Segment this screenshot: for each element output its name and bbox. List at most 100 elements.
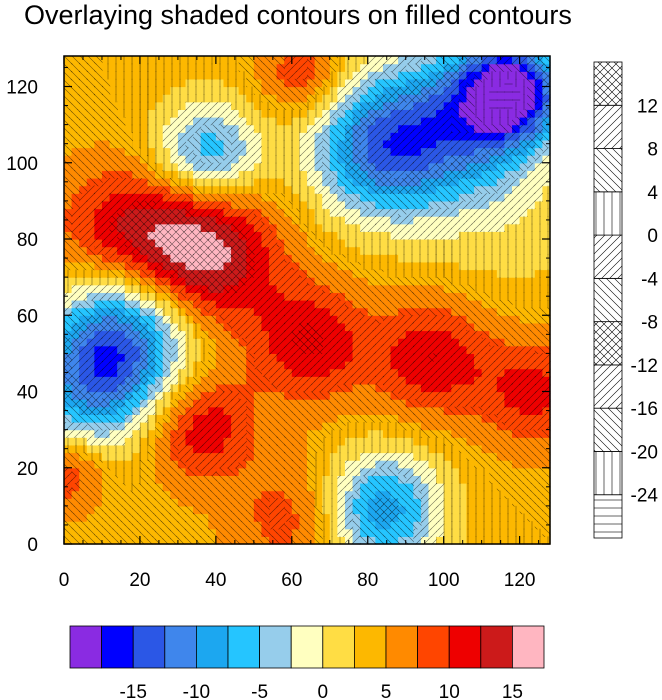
shade-cell: [109, 101, 118, 110]
shaded-contours: [64, 56, 551, 545]
shade-cell: [124, 200, 133, 210]
shade-cell: [71, 117, 80, 126]
shade-cell: [155, 414, 164, 423]
shade-cell: [94, 246, 103, 255]
shade-cell: [101, 513, 111, 522]
shade-cell: [109, 444, 118, 454]
shade-cell: [86, 94, 95, 103]
shade-cell: [139, 353, 149, 362]
shade-cell: [79, 383, 88, 393]
shade-cell: [109, 315, 118, 324]
shade-cell: [117, 277, 126, 286]
shade-cell: [147, 132, 156, 141]
shade-cell: [79, 444, 88, 454]
shade-cell: [124, 269, 133, 278]
shade-cell: [124, 521, 133, 530]
shade-cell: [162, 78, 171, 88]
shade-cell: [147, 368, 156, 377]
shade-cell: [79, 147, 88, 156]
shade-cell: [124, 185, 133, 194]
shade-cell: [170, 513, 179, 522]
shade-cell: [155, 216, 164, 225]
shade-cell: [155, 513, 164, 522]
shade-cell: [79, 338, 88, 347]
shade-cell: [124, 139, 133, 149]
shade-cell: [162, 452, 171, 461]
shade-cell: [147, 467, 156, 476]
shade-cell: [79, 269, 88, 278]
shade-cell: [139, 345, 149, 354]
shade-cell: [117, 300, 126, 309]
shade-cell: [86, 460, 95, 469]
shade-cell: [71, 162, 80, 171]
shade-cell: [132, 277, 141, 286]
shade-cell: [94, 505, 103, 515]
shade-cell: [109, 307, 118, 316]
shade-cell: [117, 284, 126, 293]
shade-cell: [101, 307, 111, 316]
shade-cell: [147, 414, 156, 423]
shade-cell: [109, 193, 118, 202]
shade-cell: [147, 460, 156, 469]
shade-cell: [139, 261, 149, 271]
shade-cell: [139, 170, 149, 179]
shade-cell: [155, 63, 164, 72]
shade-cell: [162, 307, 171, 316]
shade-cell: [71, 422, 80, 431]
shade-cell: [94, 208, 103, 217]
shade-cell: [139, 109, 149, 118]
shade-cell: [109, 208, 118, 217]
shade-cell: [101, 444, 111, 454]
shade-cell: [94, 368, 103, 377]
shade-cell: [64, 292, 73, 301]
shade-cell: [117, 307, 126, 316]
shade-cell: [101, 521, 111, 530]
shade-cell: [101, 338, 111, 347]
shade-cell: [64, 147, 73, 156]
shade-cell: [139, 315, 149, 324]
shade-cell: [79, 498, 88, 507]
shade-cell: [139, 437, 149, 446]
shade-cell: [71, 147, 80, 156]
shade-cell: [139, 63, 149, 72]
shade-cell: [94, 315, 103, 324]
shade-cell: [94, 376, 103, 385]
shade-cell: [147, 528, 156, 537]
shade-cell: [117, 444, 126, 454]
shade-cell: [64, 322, 73, 332]
shade-cell: [86, 239, 95, 248]
shade-cell: [162, 269, 171, 278]
shade-cell: [155, 162, 164, 171]
shade-cell: [147, 361, 156, 370]
shade-cell: [162, 315, 171, 324]
shade-cell: [117, 483, 126, 492]
shade-cell: [101, 124, 111, 133]
shade-cell: [101, 330, 111, 339]
shade-cell: [64, 444, 73, 454]
shade-cell: [124, 117, 133, 126]
shade-cell: [86, 300, 95, 309]
shade-cell: [117, 178, 126, 187]
shade-cell: [109, 124, 118, 133]
shade-cell: [79, 467, 88, 476]
shade-cell: [86, 277, 95, 286]
shade-cell: [86, 467, 95, 476]
shade-cell: [117, 399, 126, 408]
shade-cell: [147, 338, 156, 347]
shade-cell: [101, 536, 111, 545]
shade-cell: [86, 307, 95, 316]
shade-cell: [86, 246, 95, 255]
shade-cell: [94, 467, 103, 476]
shade-cell: [79, 101, 88, 110]
shade-cell: [79, 200, 88, 210]
shade-cell: [71, 505, 80, 515]
shade-cell: [147, 399, 156, 408]
shade-cell: [162, 178, 171, 187]
shade-cell: [64, 208, 73, 217]
shade-cell: [94, 452, 103, 461]
shade-cell: [162, 490, 171, 499]
shade-cell: [155, 170, 164, 179]
shade-cell: [101, 56, 111, 65]
shade-cell: [132, 139, 141, 149]
